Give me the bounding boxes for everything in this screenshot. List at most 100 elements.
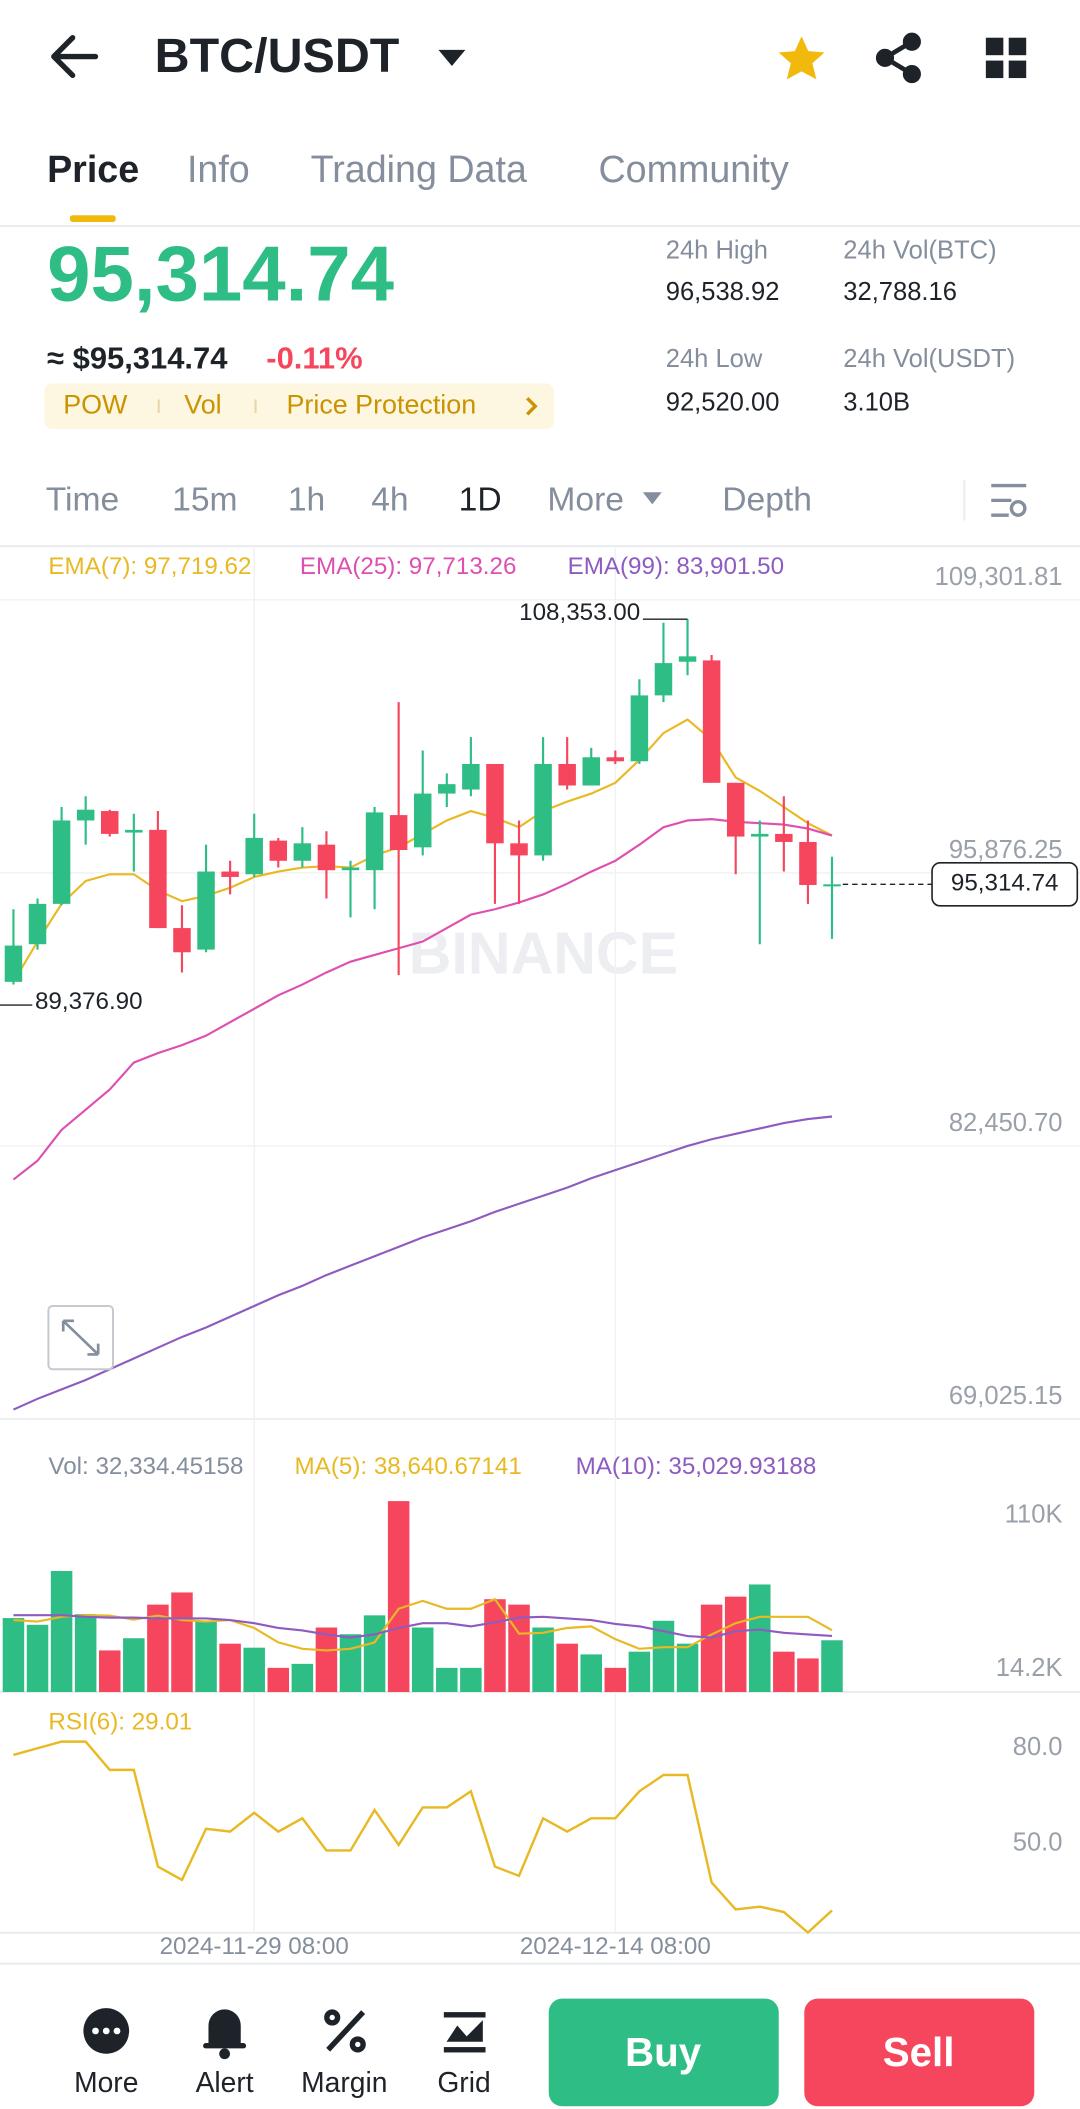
action-label[interactable]: More [74, 2066, 138, 2098]
volume-bar [580, 1654, 603, 1693]
sell-button[interactable] [804, 1998, 1035, 2107]
candle-body [341, 867, 360, 871]
more-icon[interactable] [83, 2008, 130, 2054]
stat-value: 96,538.92 [666, 278, 780, 306]
volume-bar [724, 1596, 747, 1693]
chart-settings[interactable] [991, 483, 1027, 517]
stat-label: 24h High [666, 236, 768, 264]
interval[interactable]: 4h [371, 482, 408, 519]
candle-body [197, 871, 215, 950]
price-change: -0.11% [266, 341, 362, 376]
tab-indicator [69, 215, 116, 222]
y-tick-label: 109,301.81 [935, 563, 1063, 591]
ema-line [13, 1115, 833, 1411]
alert-icon[interactable] [203, 2009, 247, 2060]
candle-body [76, 809, 95, 821]
action-label[interactable]: Grid [437, 2066, 490, 2098]
share-button[interactable] [875, 32, 921, 84]
last-price: 95,314.74 [47, 229, 394, 317]
volume-bar [98, 1650, 121, 1693]
candle-body [702, 660, 721, 783]
tab[interactable]: Trading Data [311, 148, 527, 190]
candle-body [221, 871, 239, 877]
candle-body [558, 763, 576, 786]
candle-body [726, 782, 745, 837]
rsi-line [13, 1740, 833, 1935]
tag[interactable]: Vol [184, 389, 221, 419]
last-price-label: 95,314.74 [951, 870, 1059, 897]
buy-button[interactable] [548, 1998, 779, 2107]
volume-bar [700, 1604, 723, 1693]
volume-bar [2, 1618, 25, 1693]
margin-icon[interactable] [324, 2009, 366, 2053]
pair-title[interactable]: BTC/USDT [155, 29, 400, 83]
tab[interactable]: Community [599, 148, 790, 190]
candle-body [293, 843, 312, 861]
stat-value: 92,520.00 [666, 388, 780, 416]
volume-bar [436, 1667, 458, 1693]
candle-body [486, 763, 504, 844]
candle-body [438, 784, 456, 794]
y-tick-label: 69,025.15 [949, 1382, 1063, 1410]
stat-value: 32,788.16 [843, 278, 957, 306]
candle-body [775, 833, 793, 842]
volume-bar [604, 1667, 627, 1693]
candle-body [365, 812, 384, 871]
back-button[interactable] [51, 35, 99, 79]
volume-bar [74, 1614, 97, 1693]
ema-legend: EMA(99): 83,901.50 [568, 553, 784, 580]
candle-body [245, 837, 263, 875]
volume-bar [50, 1571, 73, 1693]
candle-body [799, 841, 817, 886]
volume-bar [676, 1643, 699, 1693]
candle-body [101, 811, 119, 834]
candle-body [510, 843, 528, 856]
sell-label[interactable]: Sell [883, 2029, 955, 2075]
volume-ma-line [13, 1614, 833, 1639]
candle-body [413, 793, 432, 848]
candle-body [462, 763, 480, 790]
candle-body [173, 928, 191, 953]
volume-bar [219, 1643, 241, 1693]
kline-chart: BINANCE 2024-11-29 08:00 2024-12-14 08:00 1… [0, 547, 1080, 1960]
grid-icon[interactable] [443, 2012, 486, 2053]
volume-ma-line [13, 1597, 833, 1652]
tag[interactable]: Price Protection [286, 389, 476, 419]
interval[interactable]: Time [46, 482, 119, 519]
interval-active[interactable]: 1D [459, 482, 502, 519]
more-dropdown[interactable] [642, 492, 662, 505]
candle-body [4, 945, 23, 982]
x-tick-label: 2024-12-14 08:00 [520, 1933, 711, 1960]
interval[interactable]: Depth [722, 482, 812, 519]
stat-label: 24h Vol(USDT) [843, 345, 1015, 373]
annotation-label: 89,376.90 [35, 988, 143, 1015]
tag-bar [44, 383, 555, 430]
candle-body [582, 757, 600, 786]
y-tick-label: 82,450.70 [949, 1109, 1063, 1137]
volume-legend: Vol: 32,334.45158 [48, 1453, 243, 1480]
action-label[interactable]: Margin [301, 2066, 387, 2098]
layout-button[interactable] [985, 37, 1027, 79]
tab[interactable]: Info [187, 148, 250, 190]
volume-bar [652, 1620, 675, 1693]
favorite-star[interactable] [778, 36, 825, 80]
volume-bar [291, 1663, 314, 1693]
volume-bar [26, 1624, 49, 1693]
y-tick-label: 95,876.25 [949, 836, 1063, 864]
action-label[interactable]: Alert [196, 2066, 254, 2098]
annotation-label: 108,353.00 [519, 599, 640, 626]
pair-dropdown[interactable] [438, 49, 466, 66]
expand-button[interactable] [47, 1304, 114, 1371]
ema-legend: EMA(7): 97,719.62 [48, 553, 251, 580]
candle-body [269, 840, 288, 861]
tag[interactable]: POW [63, 389, 128, 419]
last-price-box [931, 862, 1079, 907]
volume-bar [315, 1627, 338, 1693]
tab-active[interactable]: Price [47, 148, 139, 190]
candle-body [317, 844, 336, 871]
interval[interactable]: 15m [172, 482, 237, 519]
interval[interactable]: More [547, 482, 624, 519]
volume-bar [821, 1640, 843, 1693]
interval[interactable]: 1h [288, 482, 325, 519]
buy-label[interactable]: Buy [625, 2029, 702, 2075]
